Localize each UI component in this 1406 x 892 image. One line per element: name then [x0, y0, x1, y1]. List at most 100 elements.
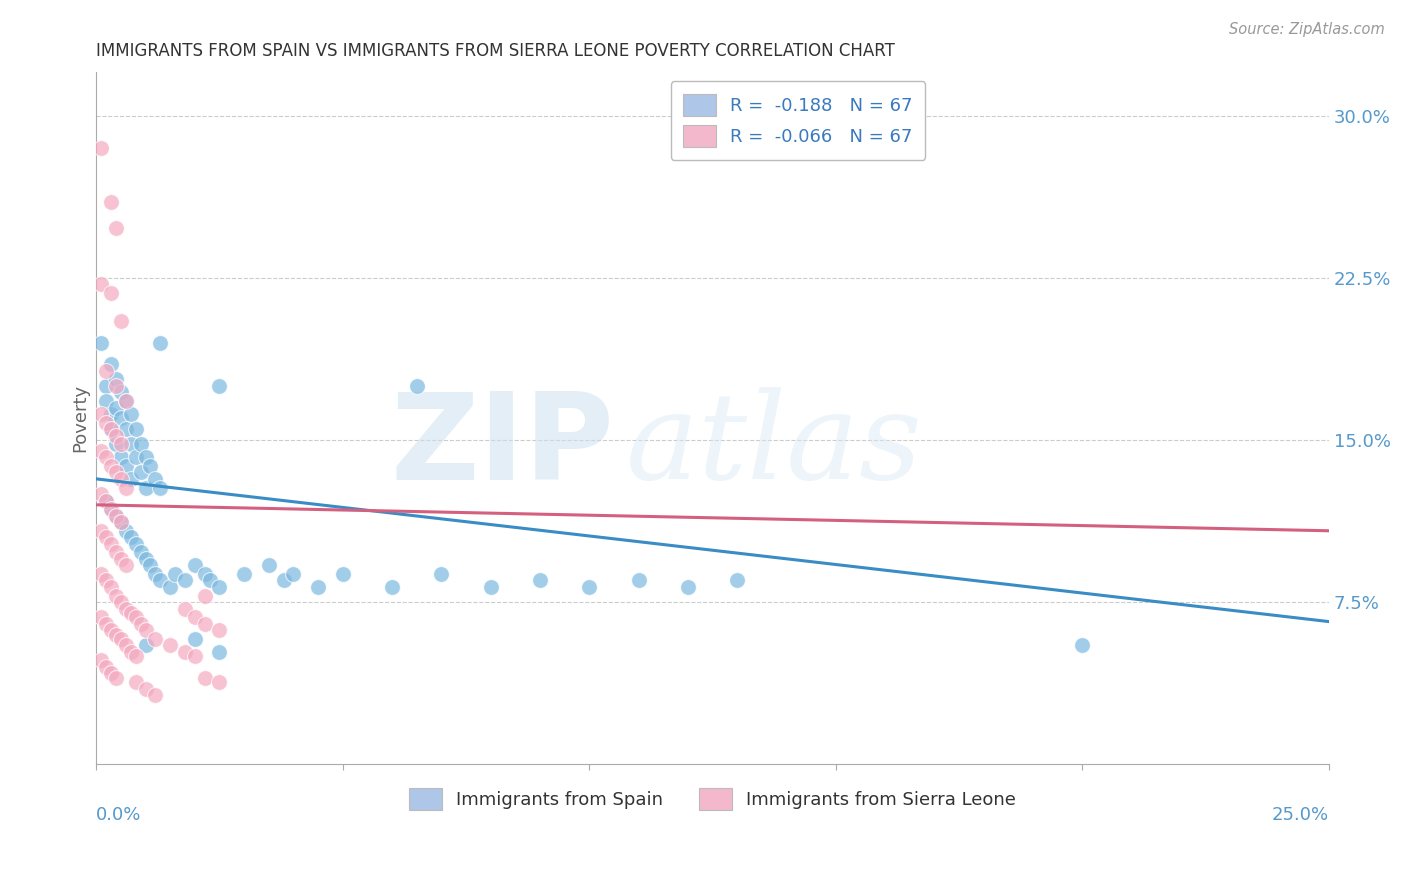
Point — [120, 606, 142, 620]
Point — [94, 364, 117, 378]
Point — [110, 450, 132, 465]
Point — [430, 567, 453, 582]
Point — [114, 524, 136, 538]
Point — [90, 443, 112, 458]
Point — [90, 610, 112, 624]
Point — [124, 537, 146, 551]
Point — [94, 660, 117, 674]
Point — [184, 649, 207, 664]
Point — [94, 394, 117, 409]
Point — [104, 401, 127, 415]
Point — [94, 416, 117, 430]
Point — [145, 567, 167, 582]
Point — [100, 666, 122, 681]
Point — [194, 589, 217, 603]
Point — [159, 580, 181, 594]
Text: atlas: atlas — [626, 387, 922, 505]
Point — [1071, 638, 1094, 652]
Point — [134, 681, 156, 696]
Point — [94, 379, 117, 393]
Point — [104, 627, 127, 641]
Point — [124, 422, 146, 436]
Point — [129, 437, 152, 451]
Point — [110, 552, 132, 566]
Point — [208, 675, 231, 690]
Point — [139, 458, 162, 473]
Point — [165, 567, 187, 582]
Point — [129, 466, 152, 480]
Point — [124, 675, 146, 690]
Point — [120, 472, 142, 486]
Point — [100, 502, 122, 516]
Point — [100, 285, 122, 300]
Point — [100, 195, 122, 210]
Point — [120, 437, 142, 451]
Point — [120, 407, 142, 421]
Point — [149, 335, 172, 350]
Point — [100, 422, 122, 436]
Point — [120, 645, 142, 659]
Point — [134, 638, 156, 652]
Point — [94, 493, 117, 508]
Text: Source: ZipAtlas.com: Source: ZipAtlas.com — [1229, 22, 1385, 37]
Point — [114, 394, 136, 409]
Point — [110, 515, 132, 529]
Point — [283, 567, 305, 582]
Point — [114, 458, 136, 473]
Point — [174, 601, 197, 615]
Point — [233, 567, 256, 582]
Point — [124, 610, 146, 624]
Point — [578, 580, 600, 594]
Point — [332, 567, 354, 582]
Point — [90, 653, 112, 667]
Point — [110, 515, 132, 529]
Point — [208, 580, 231, 594]
Point — [90, 407, 112, 421]
Point — [100, 422, 122, 436]
Point — [159, 638, 181, 652]
Point — [90, 277, 112, 292]
Point — [114, 481, 136, 495]
Point — [676, 580, 699, 594]
Point — [114, 601, 136, 615]
Text: IMMIGRANTS FROM SPAIN VS IMMIGRANTS FROM SIERRA LEONE POVERTY CORRELATION CHART: IMMIGRANTS FROM SPAIN VS IMMIGRANTS FROM… — [96, 42, 896, 60]
Point — [149, 574, 172, 588]
Point — [134, 481, 156, 495]
Point — [100, 580, 122, 594]
Point — [208, 624, 231, 638]
Point — [110, 385, 132, 400]
Point — [529, 574, 551, 588]
Point — [104, 589, 127, 603]
Point — [198, 574, 221, 588]
Point — [110, 314, 132, 328]
Point — [208, 379, 231, 393]
Point — [134, 552, 156, 566]
Point — [94, 616, 117, 631]
Point — [100, 357, 122, 371]
Point — [114, 394, 136, 409]
Point — [184, 558, 207, 573]
Point — [104, 545, 127, 559]
Point — [100, 502, 122, 516]
Point — [307, 580, 329, 594]
Point — [124, 450, 146, 465]
Y-axis label: Poverty: Poverty — [72, 384, 89, 452]
Point — [129, 616, 152, 631]
Point — [100, 537, 122, 551]
Point — [110, 411, 132, 425]
Text: 0.0%: 0.0% — [96, 805, 142, 824]
Point — [124, 649, 146, 664]
Point — [174, 645, 197, 659]
Point — [104, 437, 127, 451]
Point — [100, 458, 122, 473]
Point — [100, 624, 122, 638]
Point — [110, 472, 132, 486]
Point — [114, 422, 136, 436]
Point — [184, 632, 207, 646]
Text: 25.0%: 25.0% — [1271, 805, 1329, 824]
Point — [114, 638, 136, 652]
Point — [194, 671, 217, 685]
Point — [145, 472, 167, 486]
Point — [627, 574, 650, 588]
Point — [90, 524, 112, 538]
